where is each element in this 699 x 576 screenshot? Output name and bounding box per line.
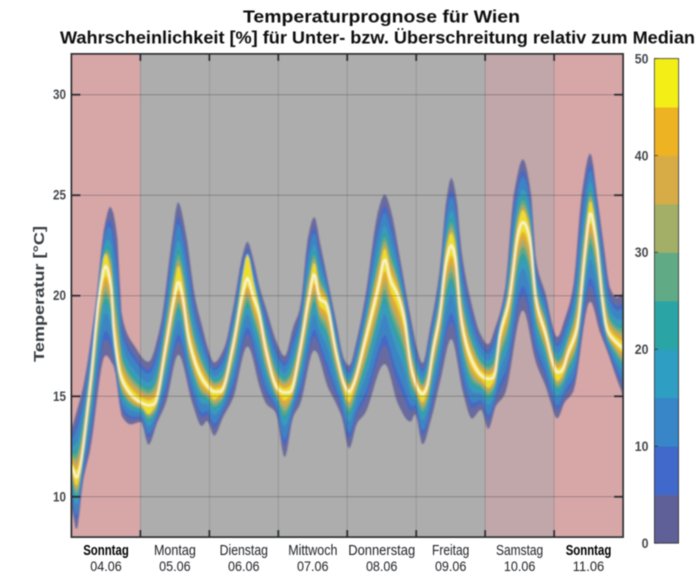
svg-text:30: 30	[53, 87, 66, 102]
svg-text:Sonntag: Sonntag	[83, 543, 129, 559]
svg-text:11.06: 11.06	[573, 558, 605, 574]
svg-text:06.06: 06.06	[228, 558, 260, 574]
svg-text:07.06: 07.06	[297, 558, 329, 574]
svg-text:50: 50	[635, 51, 649, 66]
svg-text:04.06: 04.06	[90, 558, 122, 574]
svg-text:30: 30	[635, 245, 649, 260]
svg-text:Freitag: Freitag	[432, 543, 469, 559]
svg-text:10: 10	[635, 439, 649, 454]
svg-text:Temperaturprognose für Wien: Temperaturprognose für Wien	[243, 6, 520, 26]
svg-text:Wahrscheinlichkeit [%] für Unt: Wahrscheinlichkeit [%] für Unter- bzw. Ü…	[60, 28, 695, 48]
svg-text:Sonntag: Sonntag	[566, 543, 612, 559]
svg-text:05.06: 05.06	[159, 558, 191, 574]
svg-text:20: 20	[53, 288, 66, 303]
svg-text:40: 40	[635, 148, 649, 163]
svg-text:Donnerstag: Donnerstag	[348, 543, 415, 559]
svg-text:10.06: 10.06	[504, 558, 536, 574]
svg-text:10: 10	[53, 489, 66, 504]
svg-text:15: 15	[53, 389, 66, 404]
svg-text:09.06: 09.06	[435, 558, 467, 574]
svg-text:Temperatur [°C]: Temperatur [°C]	[32, 226, 48, 362]
svg-text:0: 0	[642, 536, 649, 551]
svg-text:20: 20	[635, 342, 649, 357]
svg-text:Mittwoch: Mittwoch	[288, 543, 337, 559]
svg-text:Montag: Montag	[154, 543, 196, 559]
svg-text:Samstag: Samstag	[496, 543, 543, 559]
svg-text:25: 25	[53, 188, 66, 203]
svg-text:Dienstag: Dienstag	[220, 543, 268, 559]
svg-text:08.06: 08.06	[366, 558, 398, 574]
